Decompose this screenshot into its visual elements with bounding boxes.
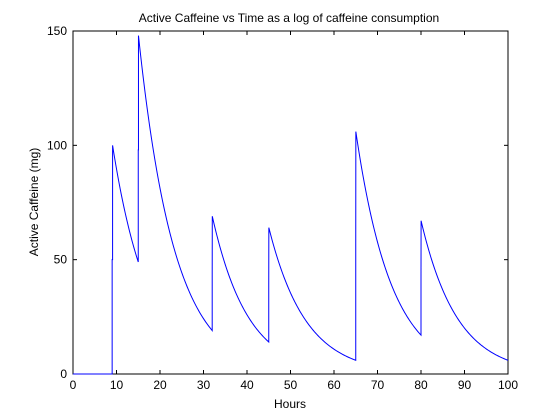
x-tick-label: 50 [284, 378, 298, 392]
x-axis-ticks: 0 10 20 30 40 50 60 70 80 90 100 [70, 31, 518, 392]
y-tick-label: 0 [60, 367, 67, 381]
x-tick-label: 90 [458, 378, 472, 392]
y-axis-label: Active Caffeine (mg) [27, 148, 41, 257]
x-tick-label: 30 [197, 378, 211, 392]
x-axis-label: Hours [274, 397, 306, 411]
x-tick-label: 0 [70, 378, 77, 392]
x-tick-label: 80 [414, 378, 428, 392]
x-tick-label: 60 [327, 378, 341, 392]
plot-area [72, 30, 509, 375]
x-tick-label: 100 [498, 378, 518, 392]
series-line-0 [73, 35, 509, 375]
x-tick-label: 10 [110, 378, 124, 392]
y-tick-label: 50 [54, 253, 68, 267]
x-tick-label: 40 [240, 378, 254, 392]
chart-title: Active Caffeine vs Time as a log of caff… [139, 11, 439, 25]
x-tick-label: 70 [371, 378, 385, 392]
y-axis-ticks: 0 50 100 150 [47, 24, 508, 381]
y-tick-label: 150 [47, 24, 67, 38]
series-layer [73, 35, 509, 375]
x-tick-label: 20 [153, 378, 167, 392]
y-tick-label: 100 [47, 138, 67, 152]
